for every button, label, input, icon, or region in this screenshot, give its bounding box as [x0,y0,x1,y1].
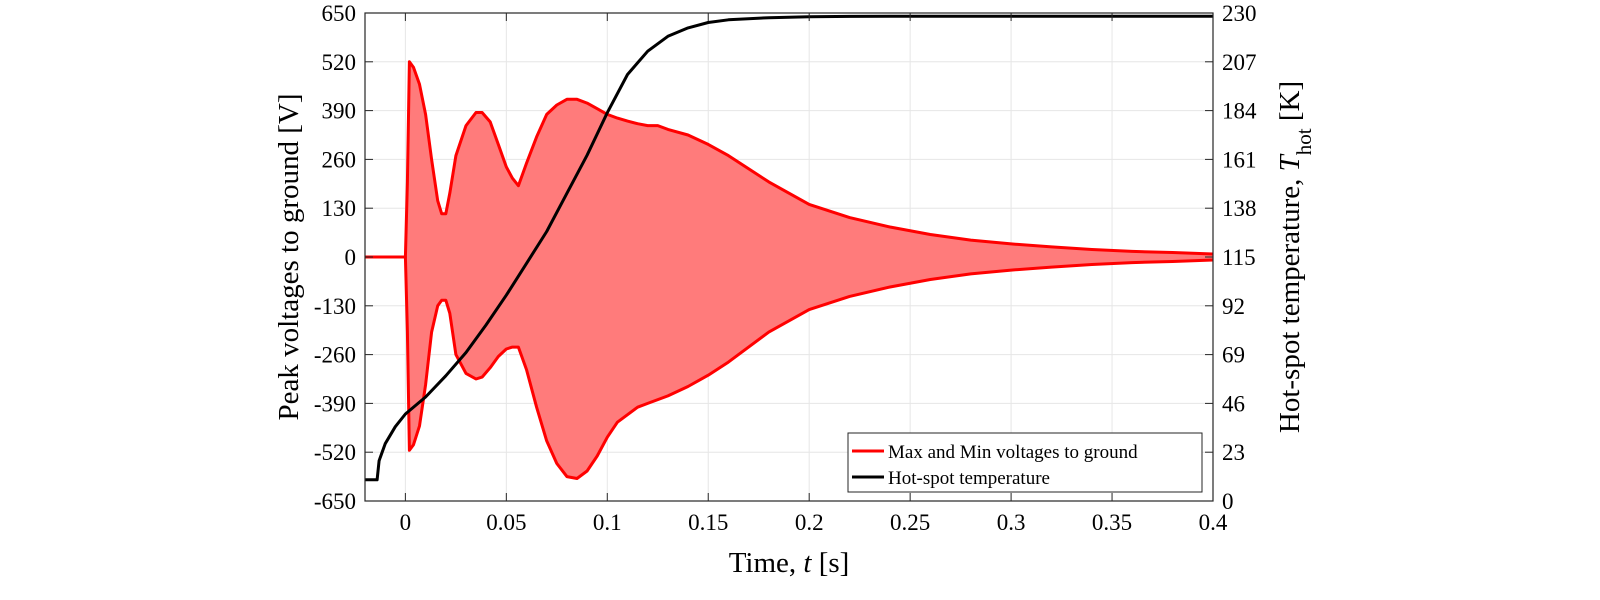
x-tick-label: 0.35 [1092,510,1132,535]
min-voltage-line [365,255,1214,480]
y-right-tick-label: 230 [1222,1,1257,26]
y-left-tick-label: -390 [314,391,356,416]
y-left-tick-label: -260 [314,343,356,368]
y-right-tick-label: 207 [1222,50,1257,75]
x-tick-label: 0.1 [593,510,622,535]
x-axis-title: Time, t [s] [729,547,850,579]
voltage-envelope-fill [365,61,1213,479]
y-right-tick-label: 184 [1222,99,1257,124]
legend-box [847,432,1203,493]
y-left-tick-label: -520 [314,440,356,465]
y-left-tick-label: -130 [314,294,356,319]
legend: Max and Min voltages to ground Hot-spot … [847,432,1203,493]
y-right-tick-label: 92 [1222,294,1245,319]
x-tick-label: 0.4 [1199,510,1228,535]
x-tick-label: 0.2 [795,510,824,535]
y-right-tick-label: 115 [1222,245,1256,270]
ticks-layer: 0 0.05 0.1 0.15 0.2 0.25 0.3 0.35 0.4 650 520 390 26… [314,1,1257,535]
y-right-tick-label: 161 [1222,147,1257,172]
y-left-tick-label: -650 [314,489,356,514]
y-right-tick-label: 23 [1222,440,1245,465]
y-right-tick-label: 138 [1222,196,1257,221]
x-tick-label: 0.3 [997,510,1026,535]
x-tick-label: 0.25 [890,510,930,535]
y-left-tick-label: 390 [322,99,357,124]
hot-spot-temperature-line [365,14,1213,482]
legend-label-temperature: Hot-spot temperature [888,468,1050,489]
legend-label-voltage: Max and Min voltages to ground [888,442,1138,463]
x-tick-label: 0.15 [688,510,728,535]
y-left-tick-label: 260 [322,147,357,172]
y-axis-left-title: Peak voltages to ground [V] [273,94,305,421]
x-tick-label: 0.05 [486,510,526,535]
y-left-tick-label: 520 [322,50,357,75]
y-axis-right-title: Hot-spot temperature, Thot [K] [1274,81,1316,433]
y-right-tick-label: 69 [1222,343,1245,368]
y-left-tick-label: 0 [345,245,357,270]
y-right-tick-label: 0 [1222,489,1234,514]
y-left-tick-label: 130 [322,196,357,221]
y-right-tick-label: 46 [1222,391,1245,416]
series-layer [365,14,1214,482]
x-tick-label: 0 [400,510,412,535]
y-left-tick-label: 650 [322,1,357,26]
max-voltage-line [365,60,1214,259]
